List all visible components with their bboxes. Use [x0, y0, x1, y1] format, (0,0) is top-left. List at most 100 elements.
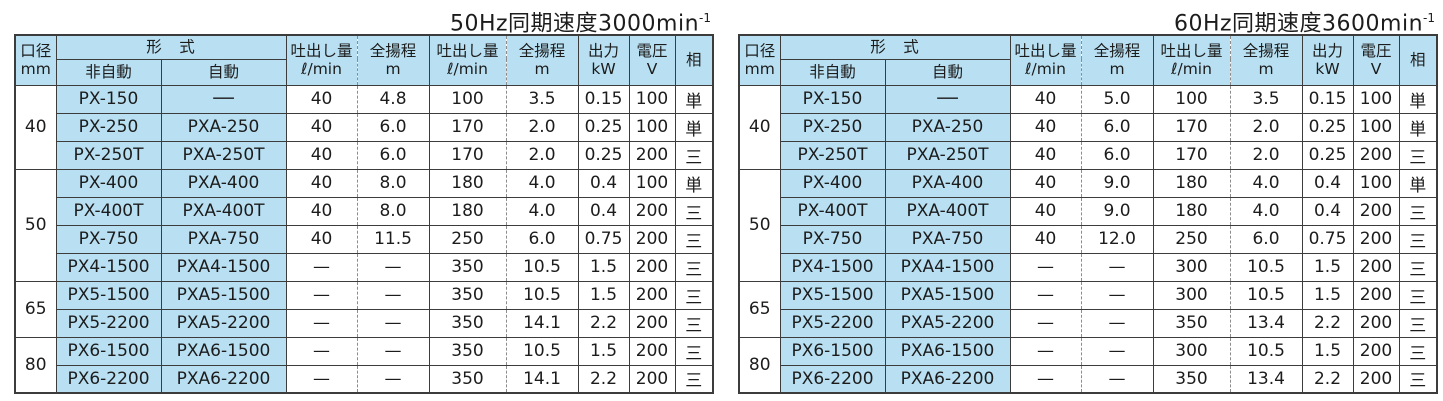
cell-phase: 単 — [674, 84, 714, 114]
table-row: PX-250T PXA-250T 40 6.0 170 2.0 0.25 200 三 — [739, 140, 1438, 170]
cell-voltage-v: 200 — [628, 308, 676, 338]
table-row: PX-250 PXA-250 40 6.0 170 2.0 0.25 100 単 — [15, 112, 714, 142]
cell-discharge-2: 100 — [428, 84, 507, 114]
cell-model-auto: PXA-400T — [884, 196, 1011, 226]
cell-discharge-1: — — [1009, 308, 1082, 338]
header-discharge-1: 吐出し量 ℓ/min — [1009, 34, 1082, 86]
cell-output-kw: 0.4 — [1301, 196, 1354, 226]
cell-head-2: 13.4 — [1229, 308, 1303, 338]
cell-discharge-2: 180 — [428, 196, 507, 226]
header-discharge-2: 吐出し量 ℓ/min — [1152, 34, 1231, 86]
cell-output-kw: 2.2 — [577, 364, 630, 394]
cell-head-2: 14.1 — [505, 308, 579, 338]
cell-discharge-2: 180 — [1152, 168, 1231, 198]
cell-discharge-2: 350 — [428, 308, 507, 338]
cell-voltage-v: 200 — [1352, 196, 1400, 226]
cell-head-1: — — [1080, 252, 1154, 282]
cell-phase: 単 — [674, 112, 714, 142]
cell-model-auto: PXA5-1500 — [160, 280, 287, 310]
cell-voltage-v: 100 — [1352, 84, 1400, 114]
cell-output-kw: 1.5 — [1301, 252, 1354, 282]
cell-head-2: 10.5 — [505, 280, 579, 310]
table-row: PX5-2200 PXA5-2200— —350 13.4 2.2 200 三 — [739, 308, 1438, 338]
cell-model-non-auto: PX-250T — [779, 140, 886, 170]
header-model-group: 形 式 — [55, 34, 287, 60]
table-row: 40 PX-150 ── 40 5.0 100 3.5 0.15 100 単 — [738, 84, 1438, 170]
cell-model-auto: PXA6-1500 — [160, 336, 287, 366]
cell-voltage-v: 200 — [1352, 224, 1400, 254]
cell-model-auto: PXA5-2200 — [884, 308, 1011, 338]
table-row: PX5-2200 PXA5-2200— —350 14.1 2.2 200 三 — [15, 308, 714, 338]
table-header: 口径 mm 形 式 吐出し量 ℓ/min 全揚程 m 吐出し量 ℓ/min — [14, 34, 714, 86]
cell-voltage-v: 100 — [628, 84, 676, 114]
cell-phase: 三 — [1398, 140, 1438, 170]
cell-bore-mm: 50 — [14, 168, 57, 282]
cell-discharge-1: — — [285, 364, 358, 394]
cell-model-auto: PXA4-1500 — [160, 252, 287, 282]
header-auto: 自動 — [160, 58, 287, 86]
cell-head-1: 8.0 — [356, 168, 430, 198]
cell-phase: 単 — [1398, 84, 1438, 114]
cell-voltage-v: 200 — [1352, 280, 1400, 310]
table-row: 65 PX5-1500 PXA5-1500— —300 10.5 1.5 200 三 — [738, 280, 1438, 338]
cell-head-2: 4.0 — [505, 196, 579, 226]
cell-voltage-v: 200 — [628, 224, 676, 254]
table-row: 40 PX-150 ── 40 4.8 100 3.5 0.15 100 単 — [14, 84, 714, 170]
cell-discharge-1: — — [285, 336, 358, 366]
cell-output-kw: 1.5 — [1301, 336, 1354, 366]
table-row: 80 PX6-1500 PXA6-1500— —350 10.5 1.5 200 三 — [14, 336, 714, 394]
cell-model-auto: PXA6-1500 — [884, 336, 1011, 366]
cell-head-2: 10.5 — [1229, 252, 1303, 282]
header-phase: 相 — [1398, 34, 1438, 86]
pump-spec-table-60hz: 口径 mm 形 式 吐出し量 ℓ/min 全揚程 m 吐出し量 ℓ/min — [738, 34, 1439, 394]
cell-head-1: 6.0 — [1080, 112, 1154, 142]
cell-phase: 単 — [674, 168, 714, 198]
cell-voltage-v: 200 — [1352, 364, 1400, 394]
cell-discharge-2: 170 — [428, 140, 507, 170]
table-title-50hz-superscript: -1 — [699, 11, 711, 25]
table-row: PX-250T PXA-250T 40 6.0 170 2.0 0.25 200 三 — [15, 140, 714, 170]
cell-discharge-2: 250 — [1152, 224, 1231, 254]
cell-output-kw: 0.75 — [1301, 224, 1354, 254]
cell-head-1: — — [1080, 336, 1154, 366]
table-row: 80 PX6-1500 PXA6-1500— —300 10.5 1.5 200 三 — [738, 336, 1438, 394]
cell-phase: 三 — [1398, 364, 1438, 394]
cell-output-kw: 1.5 — [577, 280, 630, 310]
header-head-1: 全揚程 m — [356, 34, 430, 86]
cell-model-auto: PXA6-2200 — [160, 364, 287, 394]
cell-output-kw: 1.5 — [577, 252, 630, 282]
cell-phase: 三 — [674, 224, 714, 254]
cell-discharge-1: — — [285, 308, 358, 338]
cell-model-non-auto: PX6-2200 — [779, 364, 886, 394]
cell-discharge-1: 40 — [285, 196, 358, 226]
cell-model-auto: PXA-250 — [160, 112, 287, 142]
cell-head-2: 6.0 — [1229, 224, 1303, 254]
table-row: PX-250 PXA-250 40 6.0 170 2.0 0.25 100 単 — [739, 112, 1438, 142]
cell-head-2: 13.4 — [1229, 364, 1303, 394]
table-row: PX4-1500 PXA4-1500— —300 10.5 1.5 200 三 — [739, 252, 1438, 282]
cell-discharge-2: 350 — [428, 336, 507, 366]
cell-bore-mm: 80 — [14, 336, 57, 394]
cell-discharge-2: 350 — [1152, 364, 1231, 394]
cell-model-non-auto: PX5-2200 — [779, 308, 886, 338]
cell-head-1: 6.0 — [1080, 140, 1154, 170]
cell-discharge-1: — — [1009, 364, 1082, 394]
cell-phase: 三 — [674, 364, 714, 394]
cell-output-kw: 2.2 — [577, 308, 630, 338]
header-output: 出力 kW — [1301, 34, 1354, 86]
cell-head-2: 4.0 — [1229, 196, 1303, 226]
cell-discharge-2: 300 — [1152, 252, 1231, 282]
header-discharge-1: 吐出し量 ℓ/min — [285, 34, 358, 86]
cell-voltage-v: 200 — [628, 364, 676, 394]
cell-output-kw: 0.4 — [1301, 168, 1354, 198]
cell-model-non-auto: PX-750 — [55, 224, 162, 254]
cell-model-non-auto: PX-150 — [55, 84, 162, 114]
cell-model-auto: PXA-400 — [884, 168, 1011, 198]
cell-model-non-auto: PX6-2200 — [55, 364, 162, 394]
cell-output-kw: 0.4 — [577, 196, 630, 226]
cell-model-auto: PXA-250T — [884, 140, 1011, 170]
cell-discharge-1: 40 — [285, 168, 358, 198]
header-voltage: 電圧 V — [628, 34, 676, 86]
cell-discharge-1: — — [1009, 280, 1082, 310]
cell-model-auto: ── — [884, 84, 1011, 114]
